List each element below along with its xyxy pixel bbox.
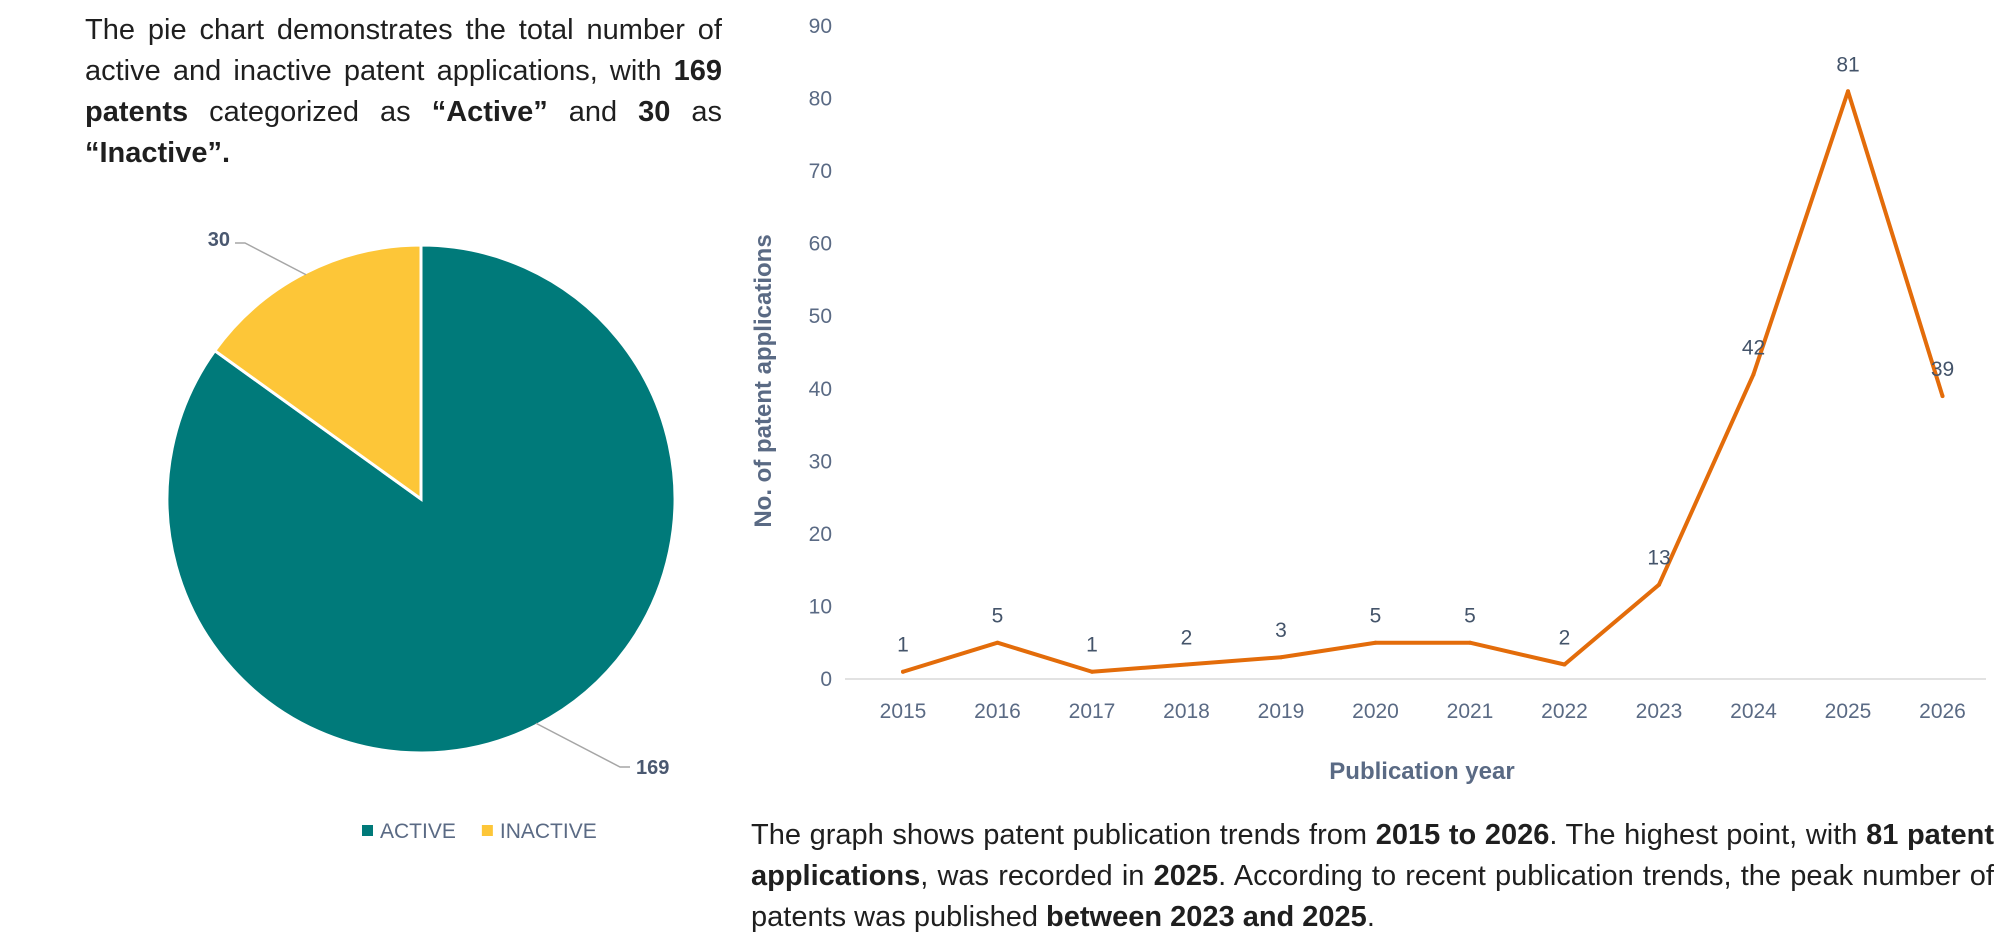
data-label: 2 (1181, 626, 1193, 649)
pie-data-label-active: 169 (636, 757, 669, 779)
line-desc-text-4: . According to recent publication trends… (751, 860, 1994, 933)
x-tick-label: 2026 (1919, 700, 1966, 723)
x-tick-label: 2016 (974, 700, 1021, 723)
pie-desc-text-4: as (670, 96, 722, 128)
x-tick-label: 2025 (1825, 700, 1872, 723)
pie-description: The pie chart demonstrates the total num… (85, 10, 722, 174)
line-desc-text-2: . The highest point, with (1549, 819, 1867, 851)
pie-desc-bold-4: “Inactive”. (85, 137, 231, 169)
line-desc-text-3: , was recorded in (920, 860, 1154, 892)
line-desc-bold-2: 81 patent applications (751, 819, 1994, 892)
y-tick-label: 10 (809, 595, 832, 618)
pie-desc-bold-1: 169 patents (85, 55, 722, 128)
line-desc-bold-3: 2025 (1153, 860, 1219, 892)
data-point (1562, 662, 1567, 667)
line-desc-bold-1: 2015 to 2026 (1375, 819, 1550, 851)
y-tick-label: 30 (809, 450, 832, 473)
data-point (1279, 655, 1283, 660)
data-label: 39 (1931, 358, 1954, 381)
line-chart: 0 10 20 30 40 50 60 70 80 90 2015 2016 2017 2018 2019 2… (750, 15, 1986, 785)
pie-desc-bold-3: 30 (638, 96, 671, 128)
data-label: 3 (1275, 619, 1287, 642)
pie-desc-bold-2: “Active” (431, 96, 548, 128)
data-point (1751, 372, 1756, 377)
data-point (1846, 89, 1850, 94)
legend-label-active: ACTIVE (380, 820, 456, 843)
pie-desc-text-3: and (547, 96, 639, 128)
data-label: 5 (992, 605, 1004, 628)
y-tick-label: 70 (809, 160, 832, 183)
x-tick-label: 2020 (1352, 700, 1399, 723)
y-tick-label: 0 (820, 668, 832, 691)
legend-swatch-inactive (481, 825, 493, 836)
data-point (901, 669, 905, 674)
data-point (1468, 640, 1472, 645)
data-point (1373, 640, 1378, 645)
x-tick-label: 2015 (880, 700, 927, 723)
x-tick-label: 2024 (1730, 700, 1777, 723)
pie-leader-line-inactive (235, 242, 307, 276)
x-tick-label: 2023 (1636, 700, 1683, 723)
x-tick-label: 2018 (1163, 700, 1210, 723)
data-label: 1 (1086, 634, 1098, 657)
x-tick-label: 2017 (1069, 700, 1116, 723)
line-description: The graph shows patent publication trend… (751, 815, 1994, 938)
data-label: 81 (1836, 53, 1859, 76)
data-label: 1 (897, 634, 909, 657)
data-label: 5 (1370, 605, 1382, 628)
pie-slice-inactive (212, 243, 423, 502)
data-point (1184, 662, 1189, 667)
legend-label-inactive: INACTIVE (500, 820, 597, 843)
pie-desc-text-2: categorized as (188, 96, 432, 128)
series-line (901, 89, 1945, 674)
x-tick-label: 2019 (1258, 700, 1305, 723)
data-label: 2 (1559, 626, 1571, 649)
pie-legend: ACTIVE INACTIVE (362, 820, 597, 843)
data-point (1940, 394, 1945, 399)
y-tick-label: 60 (809, 233, 832, 256)
x-axis-title: Publication year (1329, 758, 1514, 785)
pie-slice-active (165, 243, 677, 755)
pie-data-label-inactive: 30 (208, 229, 230, 251)
line-desc-text-5: . (1366, 901, 1375, 933)
line-desc-bold-4: between 2023 and 2025 (1046, 901, 1367, 933)
data-label: 42 (1742, 336, 1765, 359)
data-point (995, 640, 1000, 645)
x-tick-label: 2022 (1541, 700, 1588, 723)
legend-swatch-active (362, 825, 373, 836)
x-tick-label: 2021 (1447, 700, 1494, 723)
y-tick-label: 40 (809, 378, 832, 401)
y-tick-label: 50 (809, 305, 832, 328)
data-point (1657, 582, 1661, 587)
y-tick-label: 90 (809, 15, 832, 38)
pie-leader-line-active (535, 722, 630, 768)
y-tick-label: 80 (809, 88, 832, 111)
data-point (1090, 669, 1094, 674)
data-label: 5 (1464, 605, 1476, 628)
line-desc-text-1: The graph shows patent publication trend… (751, 819, 1376, 851)
data-label: 13 (1647, 547, 1670, 570)
y-axis-title: No. of patent applications (750, 234, 777, 527)
y-tick-label: 20 (809, 523, 832, 546)
pie-desc-text-1: The pie chart demonstrates the total num… (85, 14, 722, 87)
pie-chart: 169 30 (165, 229, 677, 779)
